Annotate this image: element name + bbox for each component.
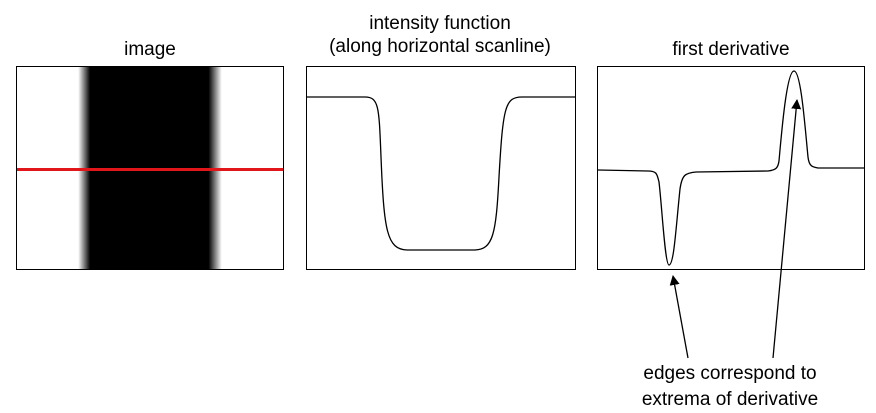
derivative-plot — [597, 66, 865, 270]
intensity-title-line2: (along horizontal scanline) — [329, 36, 551, 57]
intensity-plot — [306, 66, 576, 270]
scanline-marker — [17, 168, 283, 171]
derivative-title: first derivative — [672, 39, 790, 60]
note-line2: extrema of derivative — [641, 389, 819, 410]
image-panel — [16, 66, 284, 270]
annotation-note: edges correspond to extrema of derivativ… — [600, 361, 860, 413]
derivative-curve — [597, 70, 864, 266]
note-line1: edges correspond to — [643, 363, 817, 384]
intensity-title-line1: intensity function — [369, 13, 511, 34]
arrow-to-maximum — [772, 99, 802, 359]
derivative-plot-svg — [597, 70, 864, 266]
arrow-to-minimum — [669, 275, 689, 359]
intensity-curve — [307, 96, 575, 251]
image-title: image — [124, 39, 176, 60]
intensity-title: intensity function (along horizontal sca… — [286, 12, 594, 58]
intensity-plot-svg — [307, 96, 575, 251]
